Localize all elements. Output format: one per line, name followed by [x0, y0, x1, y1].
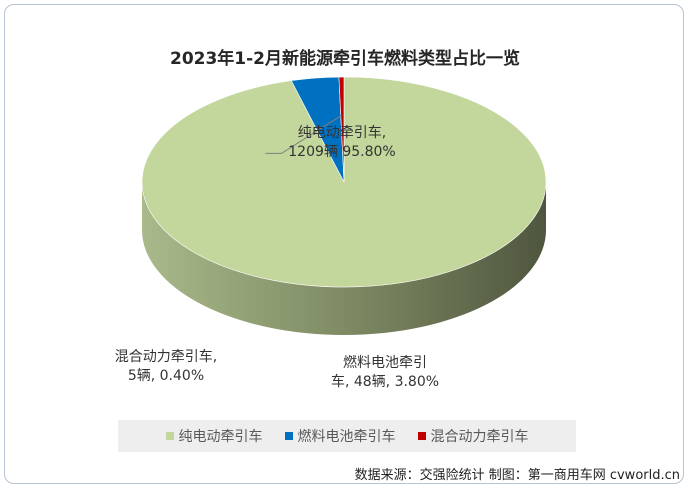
legend-item-hybrid: 混合动力牵引车	[417, 426, 529, 446]
legend-label-fuel-cell: 燃料电池牵引车	[297, 429, 396, 445]
legend-label-pure-electric: 纯电动牵引车	[178, 429, 263, 445]
label-fuel-cell-line1: 燃料电池牵引	[343, 355, 427, 371]
legend-label-hybrid: 混合动力牵引车	[430, 429, 529, 445]
label-hybrid-line1: 混合动力牵引车,	[114, 349, 218, 365]
slice-hybrid	[338, 76, 345, 183]
legend-swatch-pure-electric	[165, 432, 174, 440]
legend-swatch-hybrid	[417, 432, 426, 440]
legend-item-fuel-cell: 燃料电池牵引车	[284, 426, 396, 446]
chart-legend: 纯电动牵引车 燃料电池牵引车 混合动力牵引车	[118, 420, 576, 452]
label-pure-electric-line2: 1209辆 95.80%	[288, 144, 396, 160]
label-fuel-cell-line2: 车, 48辆, 3.80%	[330, 374, 440, 390]
leader-line-hybrid	[265, 114, 342, 154]
side-pure-electric	[142, 182, 546, 335]
chart-title: 2023年1-2月新能源牵引车燃料类型占比一览	[169, 49, 521, 69]
label-hybrid-line2: 5辆, 0.40%	[127, 368, 205, 384]
label-pure-electric-line1: 纯电动牵引车,	[297, 125, 387, 141]
label-fuel-cell: 燃料电池牵引 车, 48辆, 3.80%	[315, 354, 455, 392]
legend-item-pure-electric: 纯电动牵引车	[165, 426, 263, 446]
label-hybrid: 混合动力牵引车, 5辆, 0.40%	[96, 348, 236, 386]
label-pure-electric: 纯电动牵引车, 1209辆 95.80%	[272, 124, 412, 162]
legend-swatch-fuel-cell	[284, 432, 293, 440]
source-note: 数据来源：交强险统计 制图：第一商用车网 cvworld.cn	[354, 468, 680, 483]
